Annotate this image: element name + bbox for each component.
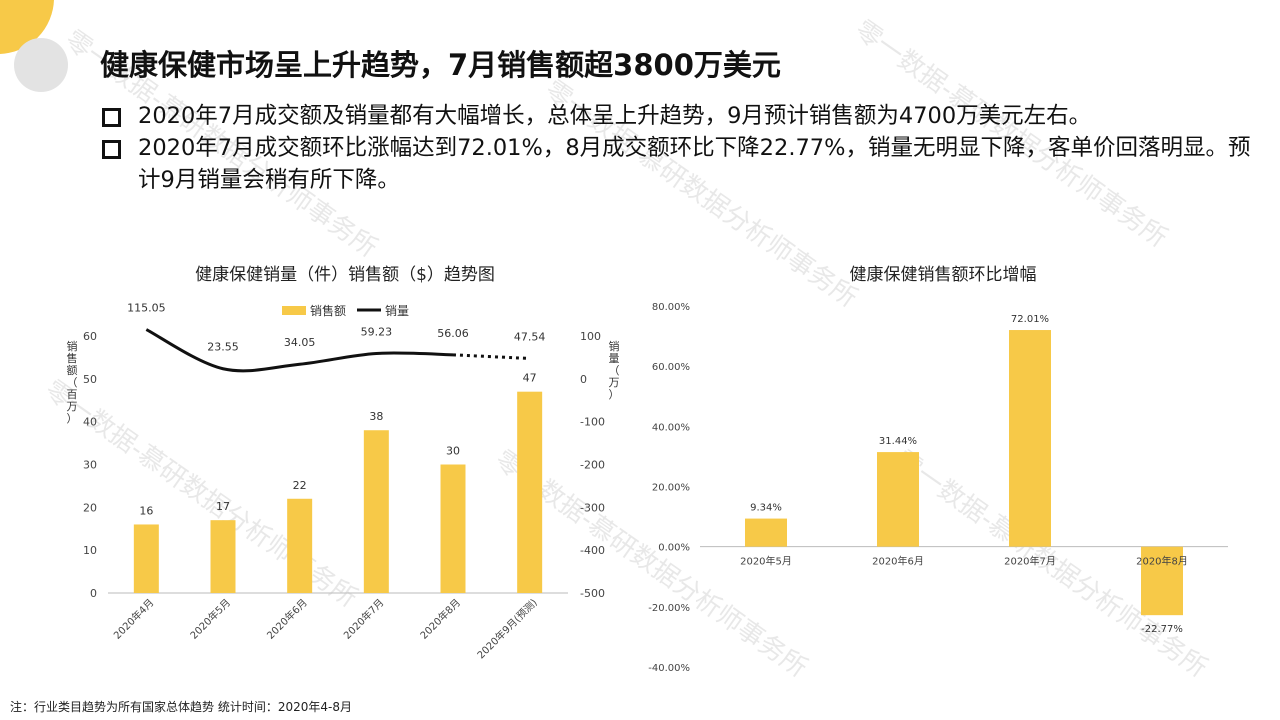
bar xyxy=(517,391,543,593)
bar-value-label: 17 xyxy=(216,500,230,513)
bar-value-label: 22 xyxy=(293,479,307,492)
bar-value-label: 9.34% xyxy=(750,503,782,514)
x-tick-label: 2020年5月 xyxy=(187,596,233,642)
y2-tick-label: 100 xyxy=(580,330,601,343)
bar-value-label: -22.77% xyxy=(1141,624,1183,635)
y-axis-title: 销售额（百万） xyxy=(67,339,78,425)
y-tick-label: -20.00% xyxy=(648,603,690,614)
bar xyxy=(287,498,313,593)
bullet-text: 2020年7月成交额环比涨幅达到72.01%，8月成交额环比下降22.77%，销… xyxy=(138,135,1251,193)
y-tick-label: 40 xyxy=(83,416,97,429)
y-tick-label: 0 xyxy=(90,587,97,600)
bullet-list: 2020年7月成交额及销量都有大幅增长，总体呈上升趋势，9月预计销售额为4700… xyxy=(100,100,1260,196)
bar-value-label: 47 xyxy=(523,372,537,385)
y2-tick-label: 0 xyxy=(580,373,587,386)
y2-tick-label: -100 xyxy=(580,416,605,429)
legend-swatch-bar xyxy=(282,306,306,315)
y-tick-label: 40.00% xyxy=(652,422,690,433)
bar-value-label: 72.01% xyxy=(1011,314,1049,325)
line-value-label: 59.23 xyxy=(361,325,393,338)
y2-tick-label: -300 xyxy=(580,501,605,514)
chart-title: 健康保健销售额环比增幅 xyxy=(850,265,1037,285)
x-tick-label: 2020年5月 xyxy=(740,555,792,568)
page-title: 健康保健市场呈上升趋势，7月销售额超3800万美元 xyxy=(100,48,781,82)
bar xyxy=(210,520,236,593)
x-tick-label: 2020年9月(预测) xyxy=(474,596,540,662)
x-tick-label: 2020年6月 xyxy=(872,555,924,568)
y-tick-label: 30 xyxy=(83,459,97,472)
bar xyxy=(133,524,159,593)
x-tick-label: 2020年4月 xyxy=(111,596,157,642)
y2-tick-label: -500 xyxy=(580,587,605,600)
line-value-label: 115.05 xyxy=(127,302,166,315)
y-tick-label: 20.00% xyxy=(652,483,690,494)
checkbox-square-icon xyxy=(102,140,121,159)
bar-value-label: 31.44% xyxy=(879,436,917,447)
line-value-label: 34.05 xyxy=(284,336,316,349)
line-value-label: 47.54 xyxy=(514,330,546,343)
bar-value-label: 30 xyxy=(446,445,460,458)
x-tick-label: 2020年8月 xyxy=(417,596,463,642)
y-tick-label: 60.00% xyxy=(652,362,690,373)
legend-label: 销量 xyxy=(385,304,409,318)
y-tick-label: 0.00% xyxy=(658,543,690,554)
bar xyxy=(877,452,919,547)
bar xyxy=(363,430,389,593)
decor-circle-gray xyxy=(14,38,68,92)
bullet-item: 2020年7月成交额及销量都有大幅增长，总体呈上升趋势，9月预计销售额为4700… xyxy=(100,100,1260,132)
line-series-forecast xyxy=(452,353,530,360)
bar-value-label: 38 xyxy=(369,410,383,423)
line-series-sales-volume xyxy=(145,328,454,373)
chart-title: 健康保健销量（件）销售额（$）趋势图 xyxy=(195,265,495,285)
y-tick-label: 10 xyxy=(83,544,97,557)
y-tick-label: 50 xyxy=(83,373,97,386)
legend-label: 销售额 xyxy=(310,303,346,318)
x-tick-label: 2020年8月 xyxy=(1136,555,1188,568)
line-value-label: 23.55 xyxy=(207,341,239,354)
y-tick-label: 60 xyxy=(83,330,97,343)
y-tick-label: -40.00% xyxy=(648,663,690,674)
line-value-label: 56.06 xyxy=(437,327,469,340)
x-tick-label: 2020年7月 xyxy=(1004,555,1056,568)
y-tick-label: 80.00% xyxy=(652,302,690,313)
checkbox-square-icon xyxy=(102,108,121,127)
y2-tick-label: -200 xyxy=(580,459,605,472)
x-tick-label: 2020年6月 xyxy=(264,596,310,642)
y2-tick-label: -400 xyxy=(580,544,605,557)
bullet-text: 2020年7月成交额及销量都有大幅增长，总体呈上升趋势，9月预计销售额为4700… xyxy=(138,103,1092,129)
bar xyxy=(1141,546,1183,616)
y-tick-label: 20 xyxy=(83,501,97,514)
y2-axis-title: 销量（万） xyxy=(609,339,620,401)
bar xyxy=(1009,330,1051,547)
x-tick-label: 2020年7月 xyxy=(341,596,387,642)
bar xyxy=(745,518,787,547)
mom-growth-chart: 健康保健销售额环比增幅 -40.00% -20.00% 0.00% 20.00% 40.0… xyxy=(648,265,1228,674)
bar-value-label: 16 xyxy=(139,504,153,517)
footnote: 注：行业类目趋势为所有国家总体趋势 统计时间：2020年4-8月 xyxy=(10,700,352,714)
bullet-item: 2020年7月成交额环比涨幅达到72.01%，8月成交额环比下降22.77%，销… xyxy=(100,132,1260,196)
bar xyxy=(440,464,466,593)
